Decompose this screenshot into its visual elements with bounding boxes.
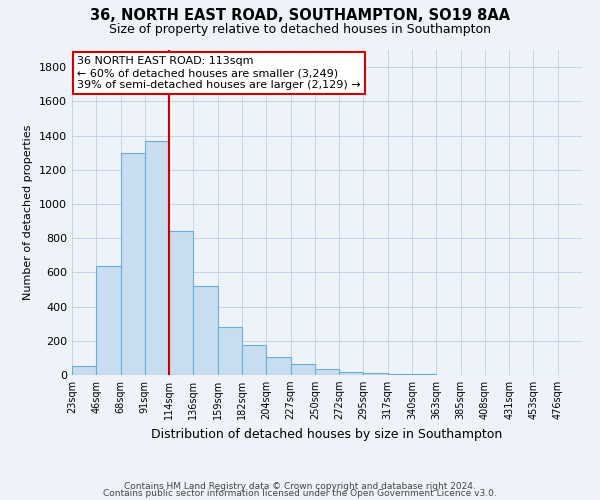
Bar xyxy=(96,266,121,375)
Bar xyxy=(242,345,266,375)
Text: Contains HM Land Registry data © Crown copyright and database right 2024.: Contains HM Land Registry data © Crown c… xyxy=(124,482,476,491)
Text: 36, NORTH EAST ROAD, SOUTHAMPTON, SO19 8AA: 36, NORTH EAST ROAD, SOUTHAMPTON, SO19 8… xyxy=(90,8,510,22)
Text: 36 NORTH EAST ROAD: 113sqm
← 60% of detached houses are smaller (3,249)
39% of s: 36 NORTH EAST ROAD: 113sqm ← 60% of deta… xyxy=(77,56,361,90)
X-axis label: Distribution of detached houses by size in Southampton: Distribution of detached houses by size … xyxy=(151,428,503,440)
Bar xyxy=(339,372,364,375)
Bar xyxy=(72,366,96,375)
Y-axis label: Number of detached properties: Number of detached properties xyxy=(23,125,34,300)
Bar xyxy=(412,374,436,375)
Bar xyxy=(315,369,339,375)
Bar xyxy=(145,140,169,375)
Bar xyxy=(290,364,315,375)
Text: Contains public sector information licensed under the Open Government Licence v3: Contains public sector information licen… xyxy=(103,490,497,498)
Bar xyxy=(193,286,218,375)
Bar xyxy=(218,327,242,375)
Bar xyxy=(121,152,145,375)
Bar xyxy=(364,374,388,375)
Text: Size of property relative to detached houses in Southampton: Size of property relative to detached ho… xyxy=(109,22,491,36)
Bar xyxy=(169,232,193,375)
Bar xyxy=(388,374,412,375)
Bar xyxy=(266,357,290,375)
